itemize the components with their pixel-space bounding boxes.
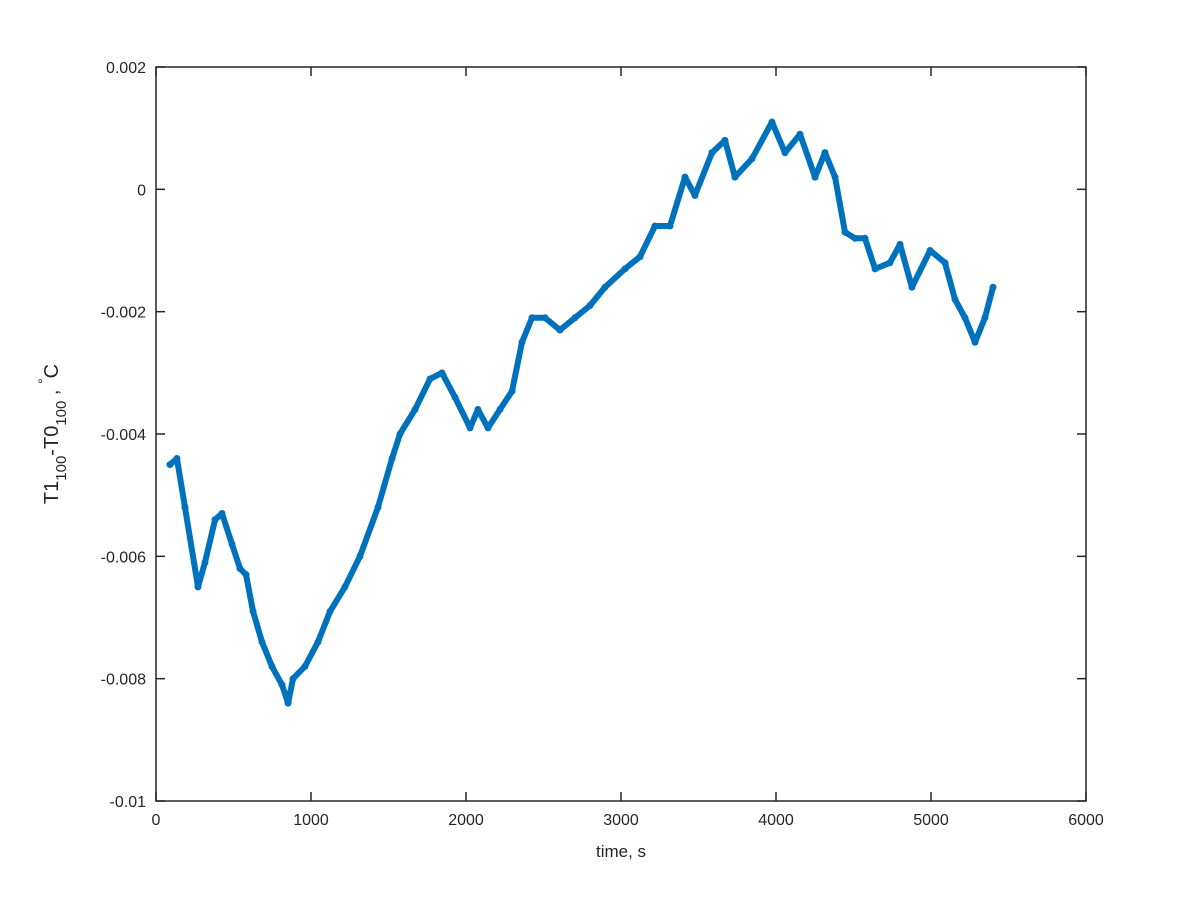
data-point	[289, 675, 297, 683]
data-point	[528, 314, 536, 322]
data-point	[831, 173, 839, 181]
x-tick-label: 0	[152, 812, 161, 829]
data-point	[301, 662, 309, 670]
axes: 0 1000 2000 3000 4000 5000 6000 -0.01 -0.008 -0.0…	[101, 60, 1104, 829]
data-point	[284, 699, 292, 707]
data-point	[571, 314, 579, 322]
data-point	[356, 552, 364, 560]
data-point	[861, 234, 869, 242]
data-point	[796, 130, 804, 138]
data-point	[926, 247, 934, 254]
data-point	[621, 265, 629, 273]
data-point	[341, 583, 349, 591]
data-point	[556, 326, 564, 334]
data-point	[971, 338, 979, 346]
data-point	[586, 302, 594, 310]
series-line	[166, 119, 996, 707]
data-series	[166, 118, 997, 707]
data-point	[268, 662, 276, 670]
data-point	[781, 149, 789, 157]
data-point	[731, 173, 739, 181]
data-point	[236, 565, 244, 573]
data-point	[194, 583, 202, 591]
data-point	[451, 393, 459, 401]
data-point	[326, 607, 334, 615]
data-point	[258, 638, 266, 646]
data-point	[748, 155, 756, 163]
y-tick-label: -0.006	[101, 549, 146, 566]
data-point	[396, 430, 404, 438]
data-point	[508, 387, 516, 395]
data-point	[841, 228, 849, 236]
data-point	[908, 283, 916, 291]
data-point	[691, 191, 699, 199]
data-point	[466, 424, 474, 432]
data-point	[242, 571, 250, 579]
data-point	[681, 173, 689, 181]
data-point	[374, 503, 382, 511]
data-point	[981, 314, 989, 322]
x-tick-label: 4000	[758, 812, 794, 829]
data-point	[666, 222, 674, 230]
data-point	[851, 234, 859, 242]
data-point	[961, 314, 969, 322]
data-point	[474, 406, 482, 414]
data-point	[601, 283, 609, 291]
x-tick-label: 6000	[1068, 812, 1104, 829]
data-point	[821, 149, 829, 157]
y-tick-label: 0	[137, 182, 146, 199]
y-tick-label: -0.004	[101, 427, 146, 444]
x-tick-label: 5000	[913, 812, 949, 829]
data-point	[496, 406, 504, 414]
data-point	[411, 406, 419, 414]
data-point	[811, 173, 819, 181]
y-tick-label: -0.002	[101, 305, 146, 322]
data-point	[768, 118, 776, 126]
x-tick-label: 3000	[603, 812, 639, 829]
x-tick-label: 2000	[448, 812, 484, 829]
data-point	[871, 265, 879, 273]
data-point	[211, 516, 219, 524]
data-point	[173, 454, 181, 462]
y-tick-label: -0.01	[110, 794, 147, 811]
data-point	[218, 510, 226, 518]
data-point	[181, 503, 189, 511]
y-axis-label: T1100-T0100 , °C	[35, 364, 70, 504]
data-point	[941, 259, 949, 267]
data-point	[651, 222, 659, 230]
data-point	[249, 607, 257, 615]
data-point	[518, 338, 526, 346]
y-tick-label: 0.002	[106, 60, 146, 77]
data-point	[438, 369, 446, 377]
data-point	[228, 540, 236, 548]
data-point	[484, 424, 492, 432]
data-point	[388, 454, 396, 462]
data-point	[708, 149, 716, 157]
data-point	[426, 375, 434, 383]
data-point	[166, 461, 174, 469]
data-point	[541, 314, 549, 322]
data-point	[989, 283, 997, 291]
data-point	[951, 295, 959, 303]
y-tick-label: -0.008	[101, 672, 146, 689]
data-point	[886, 259, 894, 267]
data-point	[721, 136, 729, 144]
data-point	[896, 240, 904, 248]
x-tick-label: 1000	[293, 812, 329, 829]
data-point	[201, 558, 209, 566]
data-point	[314, 638, 322, 646]
data-point	[636, 253, 644, 261]
plot-frame	[155, 66, 1087, 802]
data-point	[278, 681, 286, 689]
x-axis-label: time, s	[596, 842, 646, 861]
